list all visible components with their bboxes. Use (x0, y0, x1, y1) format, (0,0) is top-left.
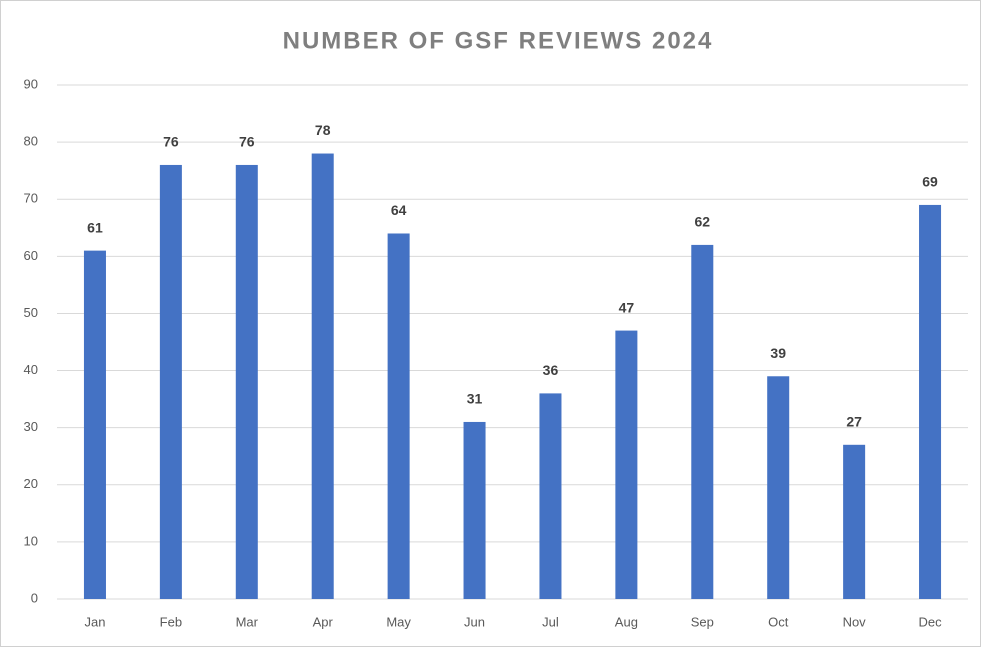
y-tick-label: 0 (31, 590, 38, 605)
y-tick-label: 30 (24, 419, 38, 434)
x-tick-label: Apr (313, 614, 334, 629)
data-label: 36 (543, 362, 559, 378)
data-label: 31 (467, 391, 483, 407)
x-tick-label: Jul (542, 614, 559, 629)
y-tick-label: 60 (24, 248, 38, 263)
chart-title: NUMBER OF GSF REVIEWS 2024 (283, 27, 714, 54)
y-tick-label: 10 (24, 533, 38, 548)
y-tick-label: 70 (24, 191, 38, 206)
bar (843, 444, 866, 599)
data-label: 76 (239, 134, 255, 150)
data-label: 62 (695, 214, 711, 230)
bar (615, 330, 638, 599)
data-label: 64 (391, 202, 407, 218)
x-tick-label: Feb (160, 614, 182, 629)
bar (235, 164, 258, 599)
bar (311, 153, 334, 600)
data-label: 78 (315, 122, 331, 138)
x-tick-label: Oct (768, 614, 789, 629)
bar (387, 233, 410, 599)
x-tick-label: Nov (843, 614, 867, 629)
y-tick-label: 40 (24, 362, 38, 377)
x-tick-label: Aug (615, 614, 638, 629)
x-tick-label: Jun (464, 614, 485, 629)
x-tick-label: Mar (236, 614, 259, 629)
bar (463, 421, 486, 599)
y-tick-label: 50 (24, 305, 38, 320)
bar (159, 164, 182, 599)
data-label: 39 (770, 345, 786, 361)
x-tick-label: May (386, 614, 411, 629)
data-label: 69 (922, 174, 938, 190)
y-tick-label: 90 (24, 76, 38, 91)
bar (83, 250, 106, 599)
data-label: 47 (619, 299, 635, 315)
x-tick-label: Jan (84, 614, 105, 629)
data-label: 61 (87, 219, 103, 235)
bar (691, 244, 714, 599)
x-tick-label: Sep (691, 614, 714, 629)
bar (539, 393, 562, 599)
y-tick-label: 20 (24, 476, 38, 491)
data-label: 76 (163, 134, 179, 150)
x-tick-label: Dec (918, 614, 942, 629)
bar (767, 376, 790, 599)
data-label: 27 (846, 414, 862, 430)
y-tick-label: 80 (24, 134, 38, 149)
bar (919, 204, 942, 599)
